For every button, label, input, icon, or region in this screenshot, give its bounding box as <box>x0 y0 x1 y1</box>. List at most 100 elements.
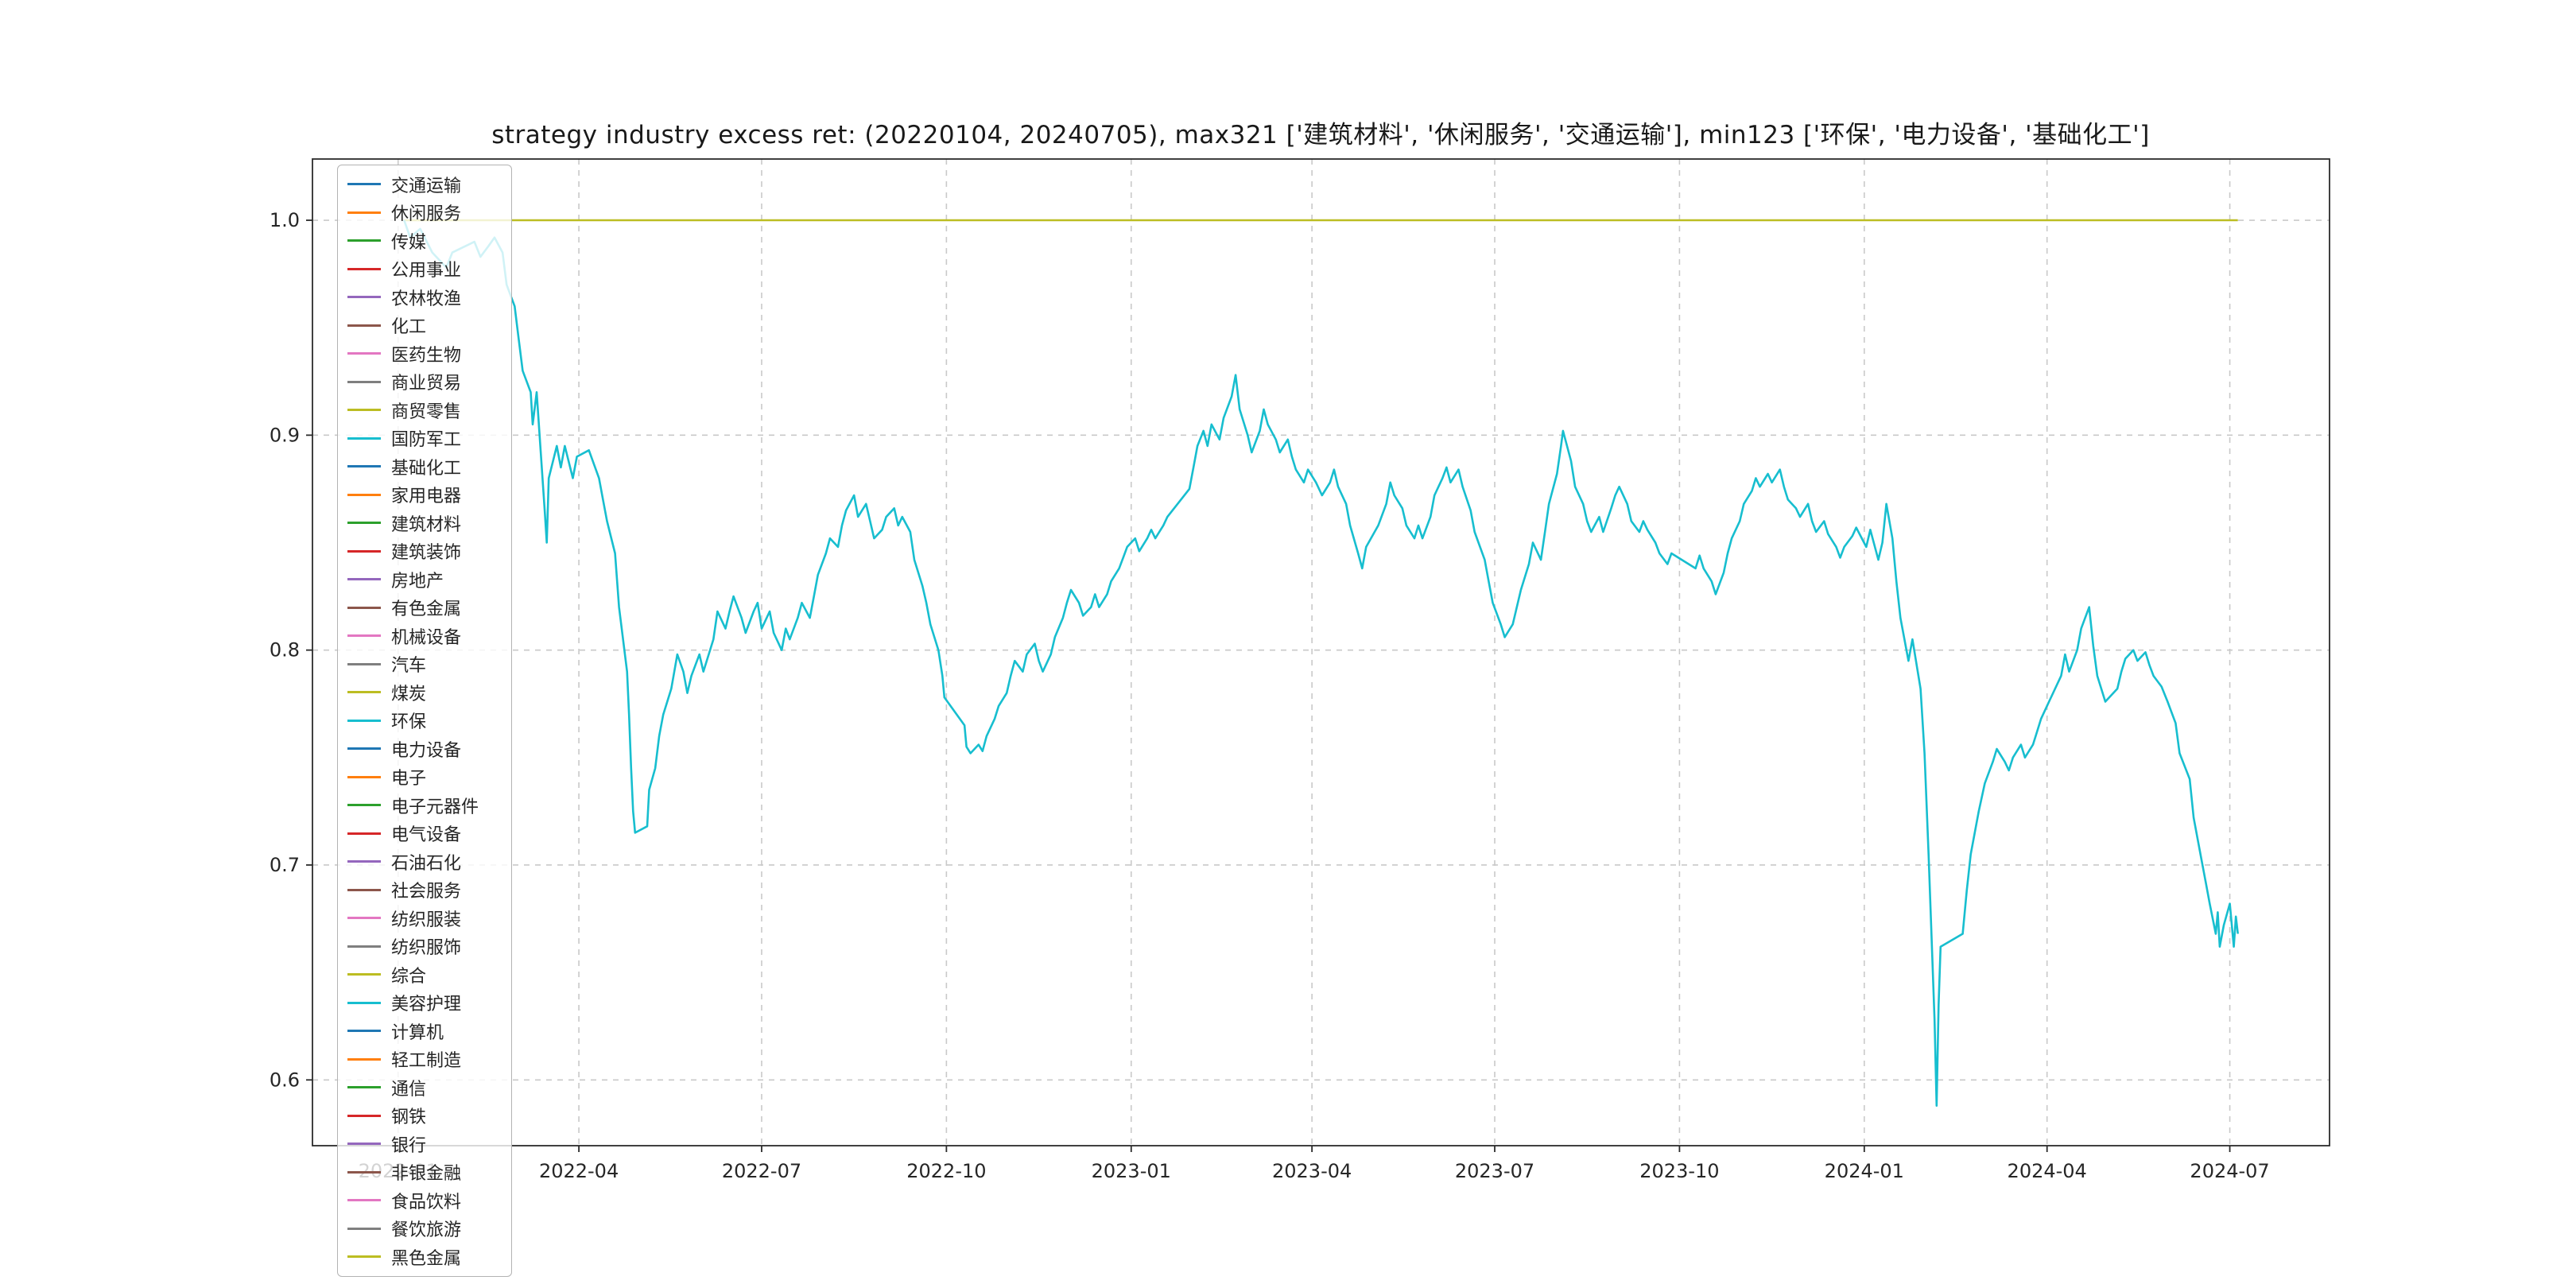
legend-label: 商贸零售 <box>391 402 462 422</box>
legend-line-swatch <box>347 267 381 270</box>
legend-item: 交通运输 <box>347 170 502 199</box>
legend-line-swatch <box>347 747 381 751</box>
tick-marks <box>306 219 2231 1152</box>
legend-label: 通信 <box>391 1079 427 1100</box>
legend-label: 计算机 <box>391 1022 444 1043</box>
legend-item: 有色金属 <box>347 594 502 623</box>
legend-line-swatch <box>347 804 381 807</box>
y-tick-label: 0.7 <box>270 854 300 876</box>
legend-line-swatch <box>347 775 381 778</box>
legend-label: 化工 <box>391 317 427 338</box>
legend-line-swatch <box>347 719 381 722</box>
legend-label: 非银金融 <box>391 1164 462 1185</box>
legend-line-swatch <box>347 522 381 525</box>
legend-item: 建筑装饰 <box>347 537 502 566</box>
legend-item: 石油石化 <box>347 848 502 876</box>
legend-item: 商贸零售 <box>347 396 502 425</box>
legend-label: 机械设备 <box>391 627 462 648</box>
legend-line-swatch <box>347 1255 381 1259</box>
legend-item: 银行 <box>347 1130 502 1158</box>
y-tick-label: 0.8 <box>270 639 300 661</box>
legend-line-swatch <box>347 549 381 553</box>
legend-label: 有色金属 <box>391 599 462 620</box>
legend-label: 黑色金属 <box>391 1248 462 1269</box>
legend-label: 电气设备 <box>391 825 462 846</box>
legend-item: 电子元器件 <box>347 791 502 820</box>
x-tick-label: 2023-10 <box>1639 1160 1719 1182</box>
legend-line-swatch <box>347 239 381 242</box>
legend-item: 非银金融 <box>347 1158 502 1187</box>
legend-line-swatch <box>347 973 381 976</box>
legend-line-swatch <box>347 1114 381 1117</box>
legend-item: 钢铁 <box>347 1102 502 1131</box>
legend-item: 国防军工 <box>347 425 502 453</box>
legend-line-swatch <box>347 493 381 496</box>
legend-label: 餐饮旅游 <box>391 1220 462 1241</box>
legend-line-swatch <box>347 1170 381 1174</box>
legend-line-swatch <box>347 352 381 355</box>
legend-item: 传媒 <box>347 227 502 255</box>
legend-item: 家用电器 <box>347 481 502 510</box>
legend-line-swatch <box>347 183 381 186</box>
legend-label: 煤炭 <box>391 684 427 704</box>
legend-item: 环保 <box>347 707 502 735</box>
legend-item: 汽车 <box>347 650 502 679</box>
legend-label: 电力设备 <box>391 740 462 761</box>
legend-line-swatch <box>347 409 381 412</box>
legend-item: 食品饮料 <box>347 1186 502 1215</box>
legend-item: 电力设备 <box>347 735 502 763</box>
series-lines <box>403 219 2239 1107</box>
legend-label: 汽车 <box>391 656 427 677</box>
legend-line-swatch <box>347 1199 381 1202</box>
legend-item: 医药生物 <box>347 339 502 368</box>
legend-item: 电气设备 <box>347 820 502 848</box>
legend-item: 通信 <box>347 1073 502 1102</box>
legend-item: 建筑材料 <box>347 509 502 537</box>
legend-item: 房地产 <box>347 565 502 594</box>
x-tick-label: 2024-07 <box>2190 1160 2269 1182</box>
legend-label: 房地产 <box>391 571 444 592</box>
legend-label: 建筑装饰 <box>391 543 462 564</box>
legend-line-swatch <box>347 324 381 327</box>
legend-line-swatch <box>347 1143 381 1146</box>
legend-item: 机械设备 <box>347 622 502 650</box>
legend-line-swatch <box>347 465 381 468</box>
legend-line-swatch <box>347 945 381 948</box>
legend-item: 纺织服饰 <box>347 933 502 961</box>
legend-item: 基础化工 <box>347 452 502 481</box>
x-tick-label: 2024-04 <box>2008 1160 2087 1182</box>
legend-label: 电子 <box>391 769 427 789</box>
y-tick-label: 0.6 <box>270 1069 300 1091</box>
y-tick-label: 0.9 <box>270 424 300 446</box>
legend-line-swatch <box>347 691 381 694</box>
legend-label: 轻工制造 <box>391 1051 462 1072</box>
legend-line-swatch <box>347 436 381 440</box>
legend-item: 餐饮旅游 <box>347 1215 502 1243</box>
legend-line-swatch <box>347 888 381 891</box>
industry-legend: 交通运输 休闲服务 传媒 公用事业 农林牧渔 化工 医药生物 商业贸易 商贸零售 国防军工 基础化工… <box>337 165 512 1277</box>
x-tick-label: 2022-07 <box>722 1160 801 1182</box>
series-line-strategy <box>403 219 2239 1107</box>
legend-item: 公用事业 <box>347 255 502 284</box>
legend-item: 黑色金属 <box>347 1243 502 1271</box>
legend-line-swatch <box>347 1086 381 1089</box>
legend-line-swatch <box>347 211 381 214</box>
legend-label: 基础化工 <box>391 458 462 479</box>
legend-item: 化工 <box>347 312 502 340</box>
legend-label: 医药生物 <box>391 345 462 366</box>
legend-line-swatch <box>347 662 381 665</box>
chart-title: strategy industry excess ret: (20220104,… <box>491 121 2150 149</box>
legend-line-swatch <box>347 1030 381 1033</box>
x-tick-label: 2022-10 <box>906 1160 986 1182</box>
legend-label: 社会服务 <box>391 882 462 902</box>
legend-label: 国防军工 <box>391 430 462 451</box>
legend-label: 银行 <box>391 1135 427 1156</box>
legend-item: 煤炭 <box>347 678 502 707</box>
y-tick-label: 1.0 <box>270 209 300 231</box>
legend-item: 社会服务 <box>347 876 502 905</box>
legend-label: 石油石化 <box>391 853 462 874</box>
legend-label: 综合 <box>391 966 427 987</box>
legend-label: 纺织服饰 <box>391 938 462 959</box>
legend-line-swatch <box>347 917 381 920</box>
